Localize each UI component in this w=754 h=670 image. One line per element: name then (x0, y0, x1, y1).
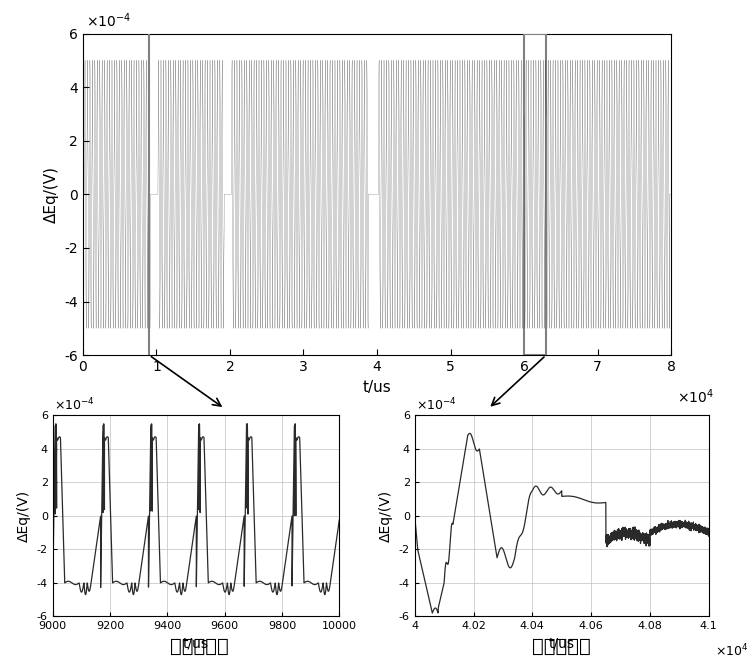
X-axis label: t/us: t/us (549, 636, 575, 651)
Y-axis label: ΔEq/(V): ΔEq/(V) (44, 165, 59, 223)
X-axis label: t/us: t/us (363, 379, 391, 395)
Y-axis label: ΔEq/(V): ΔEq/(V) (17, 490, 31, 542)
Text: $\times10^{-4}$: $\times10^{-4}$ (416, 397, 457, 413)
Text: $\times10^4$: $\times10^4$ (715, 643, 748, 659)
Text: $\times10^{-4}$: $\times10^{-4}$ (54, 397, 95, 413)
Text: $\times10^{-4}$: $\times10^{-4}$ (86, 11, 131, 30)
Bar (524, 34, 546, 355)
Text: 局部放大图: 局部放大图 (170, 637, 229, 656)
Y-axis label: ΔEq/(V): ΔEq/(V) (379, 490, 393, 542)
Text: $\times10^4$: $\times10^4$ (677, 387, 714, 406)
Text: 局部放大图: 局部放大图 (532, 637, 591, 656)
X-axis label: t/us: t/us (183, 636, 209, 651)
